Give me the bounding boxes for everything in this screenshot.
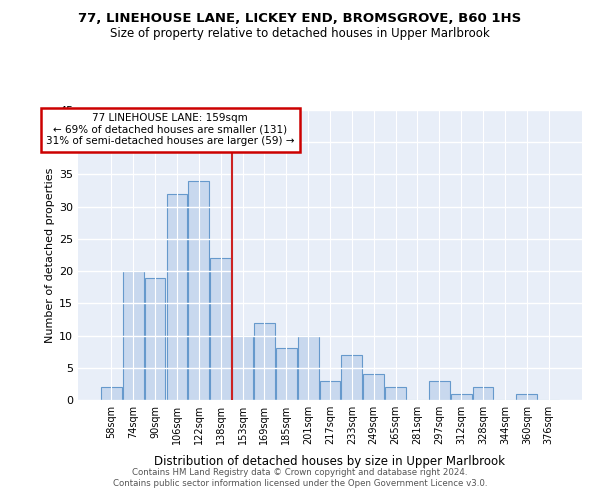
Text: Distribution of detached houses by size in Upper Marlbrook: Distribution of detached houses by size … xyxy=(155,454,505,468)
Bar xyxy=(167,194,187,400)
Bar xyxy=(210,258,231,400)
Bar xyxy=(101,387,122,400)
Bar xyxy=(385,387,406,400)
Bar xyxy=(188,181,209,400)
Bar xyxy=(473,387,493,400)
Bar xyxy=(145,278,166,400)
Bar xyxy=(364,374,384,400)
Bar xyxy=(232,336,253,400)
Bar xyxy=(123,271,143,400)
Y-axis label: Number of detached properties: Number of detached properties xyxy=(45,168,55,342)
Bar xyxy=(254,322,275,400)
Bar xyxy=(298,336,319,400)
Bar xyxy=(276,348,296,400)
Bar xyxy=(341,355,362,400)
Bar xyxy=(320,380,340,400)
Bar xyxy=(451,394,472,400)
Text: Size of property relative to detached houses in Upper Marlbrook: Size of property relative to detached ho… xyxy=(110,28,490,40)
Bar xyxy=(517,394,537,400)
Text: 77, LINEHOUSE LANE, LICKEY END, BROMSGROVE, B60 1HS: 77, LINEHOUSE LANE, LICKEY END, BROMSGRO… xyxy=(79,12,521,26)
Text: 77 LINEHOUSE LANE: 159sqm
← 69% of detached houses are smaller (131)
31% of semi: 77 LINEHOUSE LANE: 159sqm ← 69% of detac… xyxy=(46,113,295,146)
Bar xyxy=(429,380,450,400)
Text: Contains HM Land Registry data © Crown copyright and database right 2024.
Contai: Contains HM Land Registry data © Crown c… xyxy=(113,468,487,487)
